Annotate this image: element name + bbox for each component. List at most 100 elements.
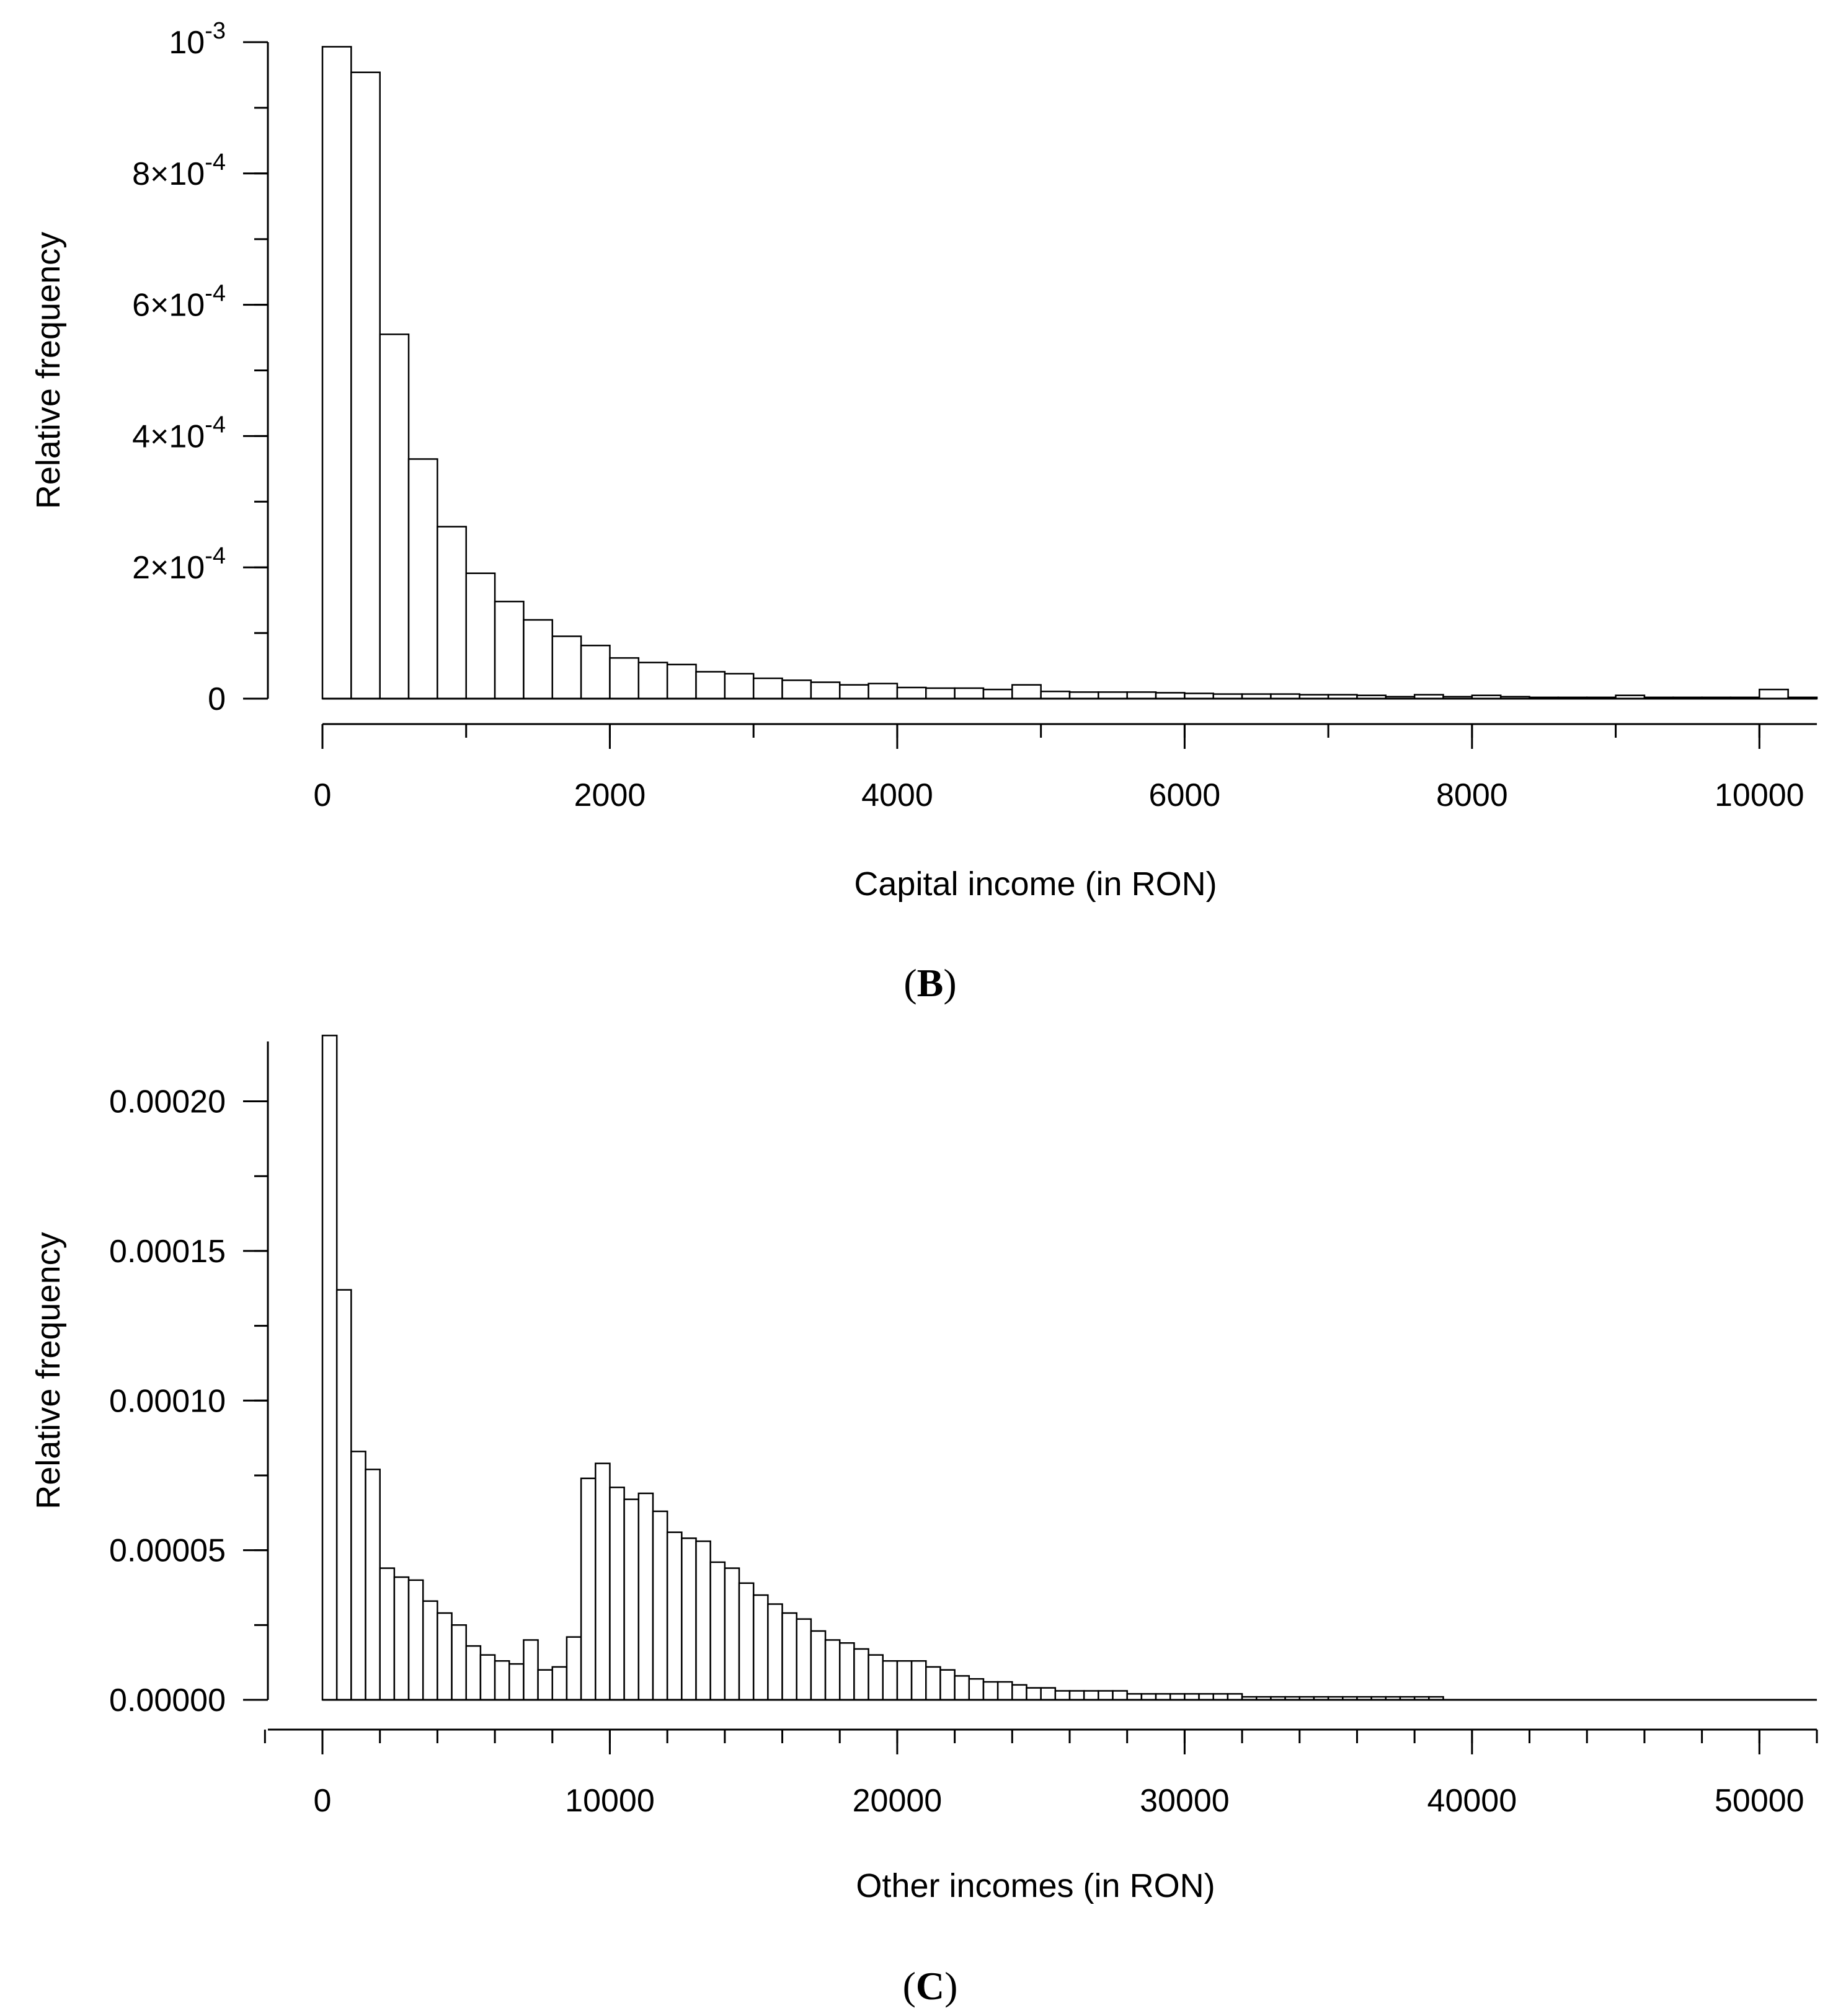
panel-b-x-tick-label: 10000: [1715, 777, 1804, 813]
panel-b-y-tick-label: 0: [208, 681, 226, 717]
panel-c-y-tick-label-base: 0.00015: [109, 1234, 226, 1270]
panel-c-bar: [868, 1654, 884, 1701]
panel-b-y-tick-label: 2×10-4: [132, 543, 226, 586]
panel-b-y-tick-label-base: 8×10: [132, 156, 205, 192]
panel-b-y-tick-label: 10-3: [169, 18, 226, 61]
panel-c-x-axis-title: Other incomes (in RON): [856, 1867, 1215, 1904]
panel-c-y-tick-label: 0.00000: [109, 1682, 226, 1718]
panel-b-bar: [925, 687, 956, 700]
panel-b-x-axis: 0 2000 4000 6000 8000 10000: [314, 723, 1817, 813]
panel-c-bar: [494, 1660, 510, 1701]
panel-b-bar: [868, 683, 899, 700]
panel-c-bar: [781, 1612, 797, 1701]
panel-c-bar: [580, 1477, 597, 1701]
panel-b-bar: [896, 686, 927, 700]
panel-c-bar: [407, 1579, 424, 1701]
panel-c-x-tick-label: 40000: [1427, 1783, 1517, 1819]
panel-c-x-tick-label: 50000: [1715, 1783, 1804, 1819]
panel-c-bar: [752, 1594, 769, 1701]
panel-b-y-tick-label: 6×10-4: [132, 281, 226, 324]
panel-c-label: (C): [903, 1964, 958, 2008]
panel-b-bar: [407, 458, 438, 700]
panel-c-label-letter: C: [916, 1964, 944, 2008]
panel-c-bar: [853, 1648, 869, 1701]
panel-c-x-axis: 0 10000 20000 30000 40000 50000: [264, 1728, 1818, 1819]
panel-c-bar: [724, 1567, 740, 1701]
panel-c-bar: [838, 1642, 855, 1701]
panel-c-bar: [666, 1531, 683, 1701]
panel-c-bar: [365, 1469, 381, 1701]
panel-b-bars: [321, 46, 1818, 700]
panel-b-y-tick-label: 4×10-4: [132, 412, 226, 454]
panel-b-y-tick-label: 8×10-4: [132, 149, 226, 192]
panel-c-bar: [523, 1639, 539, 1701]
panel-b-bar: [1011, 684, 1042, 700]
panel-c-bar: [996, 1681, 1013, 1701]
panel-c-bar: [609, 1487, 625, 1701]
panel-b-bar: [1759, 688, 1789, 700]
panel-c-x-tick-label: 20000: [853, 1783, 943, 1819]
panel-c-bar: [939, 1669, 956, 1701]
panel-b-bar: [982, 688, 1013, 700]
panel-c-bar: [508, 1663, 525, 1701]
panel-c-y-tick-label-base: 0.00005: [109, 1533, 226, 1569]
panel-b-y-tick-label-exponent: -4: [205, 412, 226, 438]
panel-b-bar: [609, 657, 640, 700]
panel-c-bar: [422, 1600, 438, 1701]
panel-c-bar: [437, 1612, 453, 1701]
panel-b-y-tick-label-base: 2×10: [132, 550, 205, 586]
panel-c-y-axis-title: Relative frequency: [30, 1232, 67, 1509]
panel-c-bar: [451, 1624, 467, 1701]
panel-c-y-tick-label: 0.00015: [109, 1234, 226, 1270]
panel-c-bar: [709, 1561, 726, 1701]
panel-c-bar: [982, 1681, 999, 1701]
panel-b-bar: [379, 334, 410, 700]
panel-b-bar: [494, 601, 525, 700]
panel-b-bar: [1068, 691, 1099, 700]
panel-b-y-tick-label-exponent: -4: [205, 281, 226, 307]
panel-b-y-axis-title: Relative frequency: [30, 232, 67, 509]
panel-b-y-tick-label-base: 0: [208, 681, 226, 717]
panel-c-y-axis: 0.00020 0.00015 0.00010 0.00005 0.00000: [109, 1041, 269, 1718]
panel-c-bar: [1040, 1687, 1057, 1701]
panel-b-x-tick-label: 2000: [574, 777, 646, 813]
panel-b-bar: [810, 681, 841, 700]
panel-b-y-axis: 10-38×10-46×10-44×10-42×10-40: [132, 18, 269, 717]
panel-c-bar: [681, 1537, 697, 1701]
panel-b-bar: [781, 679, 812, 700]
panel-c-bar: [1112, 1690, 1128, 1701]
panel-b-x-axis-title: Capital income (in RON): [854, 865, 1217, 903]
panel-c-y-tick-label-base: 0.00010: [109, 1383, 226, 1419]
panel-c-bar: [479, 1654, 496, 1701]
panel-c-bar: [925, 1666, 941, 1701]
panel-c-bar: [968, 1678, 985, 1701]
panel-b-x-tick-label: 0: [314, 777, 332, 813]
panel-c-bar: [738, 1582, 755, 1701]
panel-b-label: (B): [903, 961, 956, 1005]
panel-b-bar: [350, 71, 381, 700]
panel-c-bar: [335, 1289, 352, 1701]
panel-c-bar: [1011, 1684, 1027, 1701]
panel-c-bar: [350, 1451, 366, 1701]
panel-b-bar: [695, 671, 726, 700]
panel-c-bar: [595, 1462, 611, 1701]
panel-c-bar: [465, 1645, 482, 1701]
panel-b-bar: [954, 687, 985, 700]
panel-c-y-tick-label-base: 0.00020: [109, 1084, 226, 1120]
panel-b-y-tick-label-exponent: -4: [205, 149, 226, 175]
panel-b-bar: [523, 619, 554, 700]
panel-b-bar: [752, 677, 783, 700]
panel-b-y-tick-label-exponent: -4: [205, 543, 226, 569]
panel-b-x-tick-label: 6000: [1149, 777, 1221, 813]
panel-b-bar: [551, 635, 582, 700]
panel-c-bar: [767, 1603, 783, 1701]
panel-c-bar: [393, 1576, 410, 1701]
panel-b-bar: [838, 684, 869, 700]
panel-c-bar: [824, 1639, 841, 1701]
panel-c-bar: [910, 1660, 927, 1701]
panel-b-y-tick-label-base: 4×10: [132, 418, 205, 454]
panel-c-bar: [1083, 1690, 1099, 1701]
panel-c-bar: [796, 1618, 812, 1701]
panel-c-bar: [566, 1636, 582, 1701]
